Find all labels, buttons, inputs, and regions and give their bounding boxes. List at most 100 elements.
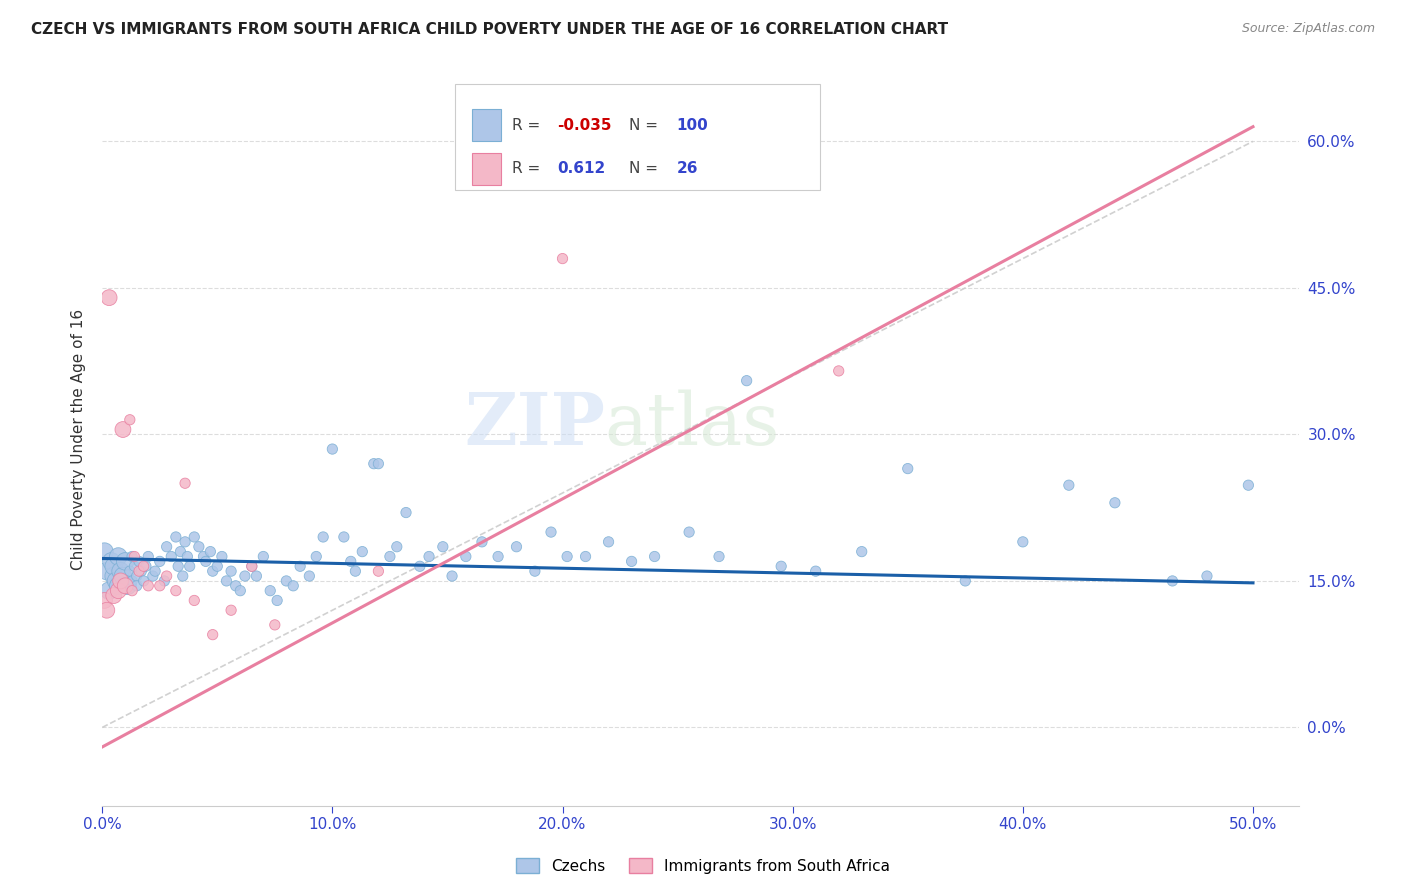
Text: R =: R =	[512, 118, 544, 133]
Point	[245, 569, 267, 583]
Point	[851, 544, 873, 558]
Point	[174, 534, 197, 549]
Point	[124, 559, 146, 574]
Point	[333, 530, 356, 544]
Point	[574, 549, 596, 564]
Point	[200, 544, 222, 558]
Text: CZECH VS IMMIGRANTS FROM SOUTH AFRICA CHILD POVERTY UNDER THE AGE OF 16 CORRELAT: CZECH VS IMMIGRANTS FROM SOUTH AFRICA CH…	[31, 22, 948, 37]
Point	[111, 423, 134, 437]
Point	[385, 540, 408, 554]
Point	[114, 579, 136, 593]
Text: N =: N =	[628, 118, 662, 133]
Point	[828, 364, 851, 378]
Point	[93, 544, 115, 558]
Point	[620, 554, 643, 568]
Point	[305, 549, 328, 564]
Point	[219, 564, 242, 578]
Point	[283, 579, 305, 593]
Point	[897, 461, 920, 475]
Text: atlas: atlas	[605, 390, 780, 460]
Point	[167, 559, 190, 574]
Point	[193, 549, 215, 564]
Point	[321, 442, 343, 456]
Point	[219, 603, 242, 617]
Legend: Czechs, Immigrants from South Africa: Czechs, Immigrants from South Africa	[510, 852, 896, 880]
Text: Source: ZipAtlas.com: Source: ZipAtlas.com	[1241, 22, 1375, 36]
Point	[252, 549, 274, 564]
Point	[1057, 478, 1080, 492]
Point	[132, 574, 155, 588]
Point	[118, 413, 141, 427]
Point	[187, 540, 209, 554]
Point	[125, 569, 148, 583]
Point	[132, 559, 155, 574]
Point	[259, 583, 281, 598]
Point	[312, 530, 335, 544]
FancyBboxPatch shape	[456, 84, 820, 190]
Point	[143, 564, 166, 578]
Point	[1161, 574, 1184, 588]
Text: ZIP: ZIP	[464, 389, 605, 460]
Point	[174, 476, 197, 491]
Point	[156, 540, 179, 554]
Point	[156, 569, 179, 583]
Point	[215, 574, 238, 588]
Point	[266, 593, 288, 607]
Point	[128, 554, 150, 568]
Point	[183, 530, 205, 544]
Point	[121, 583, 143, 598]
Point	[367, 457, 389, 471]
Point	[128, 564, 150, 578]
Point	[288, 559, 311, 574]
Point	[229, 583, 252, 598]
Point	[93, 593, 115, 607]
Text: 100: 100	[676, 118, 709, 133]
Point	[1237, 478, 1260, 492]
Text: R =: R =	[512, 161, 544, 177]
Point	[179, 559, 201, 574]
Point	[211, 549, 233, 564]
Point	[540, 525, 562, 540]
Point	[169, 544, 191, 558]
Point	[233, 569, 256, 583]
Point	[735, 374, 758, 388]
Point	[378, 549, 401, 564]
Point	[505, 540, 527, 554]
Point	[344, 564, 367, 578]
Point	[263, 618, 285, 632]
Point	[598, 534, 620, 549]
Point	[165, 583, 187, 598]
Point	[103, 559, 125, 574]
Point	[363, 457, 385, 471]
Point	[339, 554, 361, 568]
Point	[118, 564, 141, 578]
Text: 26: 26	[676, 161, 699, 177]
Point	[551, 252, 574, 266]
Point	[153, 574, 176, 588]
Point	[409, 559, 432, 574]
Point	[432, 540, 454, 554]
Point	[1104, 496, 1126, 510]
Point	[678, 525, 700, 540]
Point	[172, 569, 194, 583]
Point	[142, 569, 165, 583]
Point	[121, 549, 143, 564]
Point	[107, 583, 129, 598]
Point	[454, 549, 477, 564]
Point	[136, 549, 159, 564]
Point	[96, 603, 118, 617]
Point	[240, 559, 263, 574]
Point	[201, 627, 224, 641]
Point	[207, 559, 229, 574]
Point	[110, 564, 132, 578]
Point	[225, 579, 247, 593]
Point	[183, 593, 205, 607]
Point	[98, 583, 121, 598]
Point	[105, 574, 128, 588]
Point	[644, 549, 666, 564]
Point	[165, 530, 187, 544]
Point	[160, 549, 183, 564]
Point	[107, 579, 129, 593]
Point	[98, 291, 121, 305]
Text: N =: N =	[628, 161, 662, 177]
